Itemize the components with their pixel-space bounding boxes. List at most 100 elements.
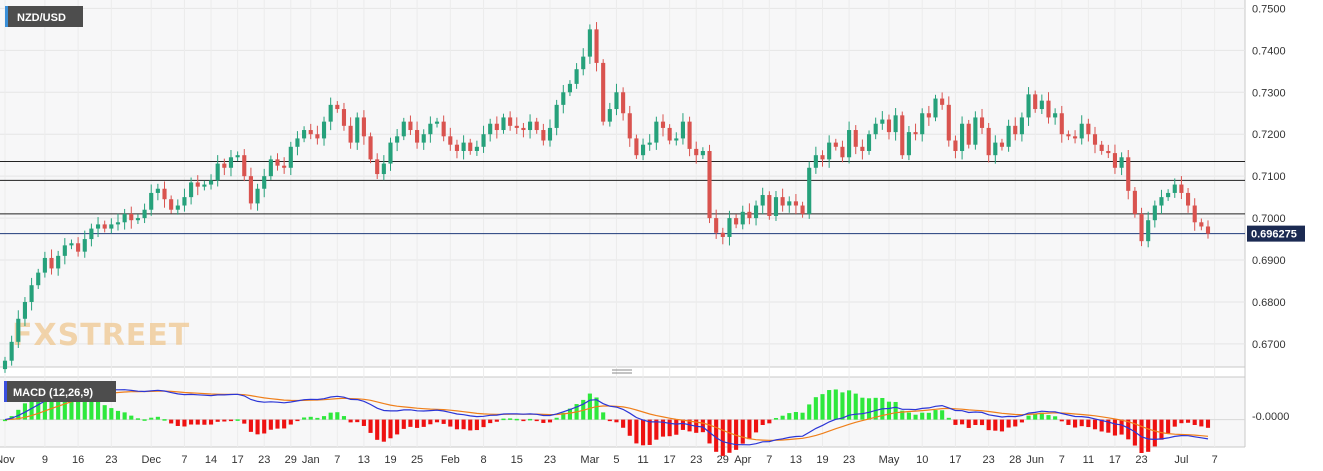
candle-body [640, 144, 646, 156]
candle-body [1172, 184, 1177, 193]
macd-histogram-bar [747, 419, 752, 440]
candle-body [481, 134, 486, 147]
x-tick-label: 15 [511, 454, 523, 466]
macd-histogram-bar [262, 419, 267, 434]
macd-histogram-bar [282, 419, 287, 429]
macd-histogram-bar [488, 419, 493, 424]
x-tick-label: 7 [334, 454, 340, 466]
macd-histogram-bar [381, 419, 386, 442]
macd-histogram-bar [1039, 412, 1044, 420]
macd-histogram-bar [321, 416, 327, 420]
candle-body [288, 146, 293, 168]
x-tick-label: Jun [1026, 454, 1044, 466]
symbol-label: NZD/USD [17, 12, 66, 24]
candle-body [833, 142, 838, 147]
macd-histogram-bar [1019, 419, 1024, 423]
macd-histogram-bar [375, 419, 380, 440]
candle-body [1019, 117, 1024, 135]
macd-histogram-bar [461, 419, 466, 430]
macd-histogram-bar [1053, 416, 1058, 420]
x-tick-label: 7 [1212, 454, 1218, 466]
candle-body [1013, 125, 1018, 135]
candle-body [933, 98, 938, 118]
candle-body [547, 127, 553, 141]
x-tick-label: 23 [1135, 454, 1147, 466]
candle-body [49, 257, 54, 269]
macd-histogram-bar [95, 401, 101, 420]
candle-body [142, 209, 147, 219]
main-plot-area [0, 0, 1245, 367]
macd-histogram-bar [1073, 419, 1078, 428]
macd-histogram-bar [893, 401, 898, 420]
candle-body [421, 134, 426, 143]
macd-histogram-bar [780, 415, 785, 420]
macd-histogram-bar [441, 419, 446, 424]
macd-histogram-bar [248, 419, 253, 432]
candle-body [700, 150, 705, 156]
candle-body [2, 360, 8, 370]
symbol-badge-bg [5, 6, 83, 27]
candle-body [1106, 150, 1111, 154]
candle-body [328, 104, 333, 122]
candle-body [474, 146, 479, 151]
candle-body [740, 211, 745, 225]
macd-histogram-bar [1166, 419, 1171, 434]
symbol-badge[interactable]: NZD/USD [5, 6, 83, 27]
x-tick-label: 8 [480, 454, 486, 466]
macd-histogram-bar [966, 419, 971, 428]
x-tick-label: 5 [613, 454, 619, 466]
candle-body [401, 121, 406, 137]
candle-body [866, 134, 872, 151]
candle-body [488, 123, 493, 135]
y-tick-label: 0.6900 [1252, 255, 1286, 267]
candle-body [906, 132, 911, 156]
macd-histogram-bar [56, 389, 61, 420]
candle-body [494, 123, 499, 131]
candle-body [999, 142, 1005, 147]
macd-histogram-bar [195, 419, 200, 425]
macd-histogram-bar [714, 419, 719, 452]
macd-histogram-bar [514, 418, 519, 421]
candle-body [807, 167, 812, 214]
candle-body [169, 199, 174, 210]
macd-histogram-bar [275, 419, 280, 429]
y-tick-label: 0.6800 [1252, 297, 1286, 309]
candle-body [149, 192, 154, 210]
macd-histogram-bar [42, 387, 47, 420]
candle-body [893, 115, 898, 133]
macd-histogram-bar [594, 397, 599, 420]
panel-resize-handle[interactable] [612, 369, 632, 374]
macd-histogram-bar [255, 419, 260, 435]
macd-histogram-bar [906, 412, 911, 420]
x-tick-label: 25 [411, 454, 423, 466]
candle-body [1099, 144, 1104, 151]
x-tick-label: 29 [717, 454, 729, 466]
candle-body [614, 92, 619, 110]
macd-histogram-bar [753, 419, 759, 433]
macd-histogram-bar [853, 393, 858, 420]
macd-badge[interactable]: MACD (12,26,9) [4, 381, 116, 402]
macd-histogram-bar [727, 419, 732, 453]
macd-histogram-bar [634, 419, 639, 444]
candle-body [308, 130, 313, 135]
candle-body [42, 257, 47, 273]
x-tick-label: May [879, 454, 900, 466]
macd-histogram-bar [1172, 419, 1177, 427]
x-tick-label: 14 [205, 454, 217, 466]
candle-body [827, 142, 832, 160]
macd-histogram-bar [946, 417, 951, 420]
candle-body [195, 182, 200, 187]
candle-body [574, 69, 579, 84]
macd-histogram-bar [1192, 419, 1197, 425]
x-tick-label: 23 [843, 454, 855, 466]
macd-signal-line [4, 390, 1209, 442]
candle-body [601, 62, 606, 122]
macd-histogram-bar [149, 417, 154, 420]
candle-body [461, 142, 466, 151]
x-tick-label: 23 [105, 454, 117, 466]
candle-body [208, 180, 214, 185]
macd-histogram-bar [561, 412, 566, 420]
x-tick-label: Jul [1174, 454, 1188, 466]
candle-body [115, 222, 121, 225]
